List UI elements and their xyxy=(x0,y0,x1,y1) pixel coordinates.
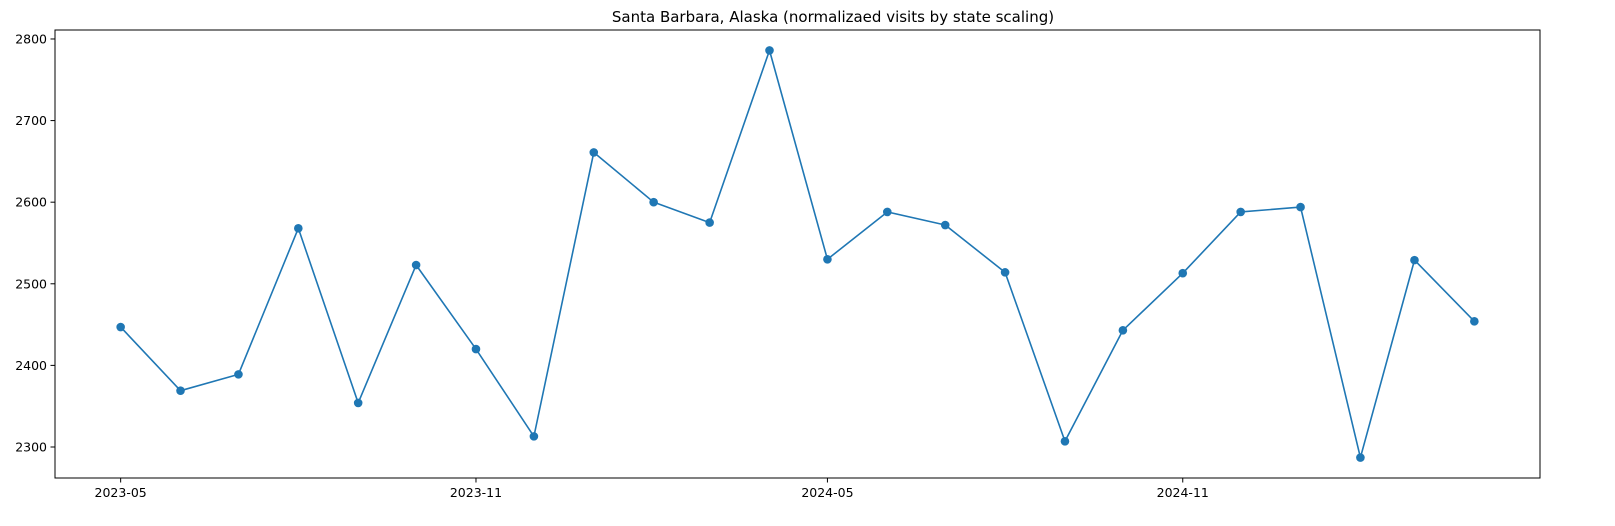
data-point xyxy=(1296,202,1305,212)
data-point xyxy=(649,197,658,207)
data-point xyxy=(353,398,363,408)
y-tick-label: 2500 xyxy=(15,276,47,291)
data-point xyxy=(234,370,243,379)
data-point xyxy=(411,260,421,270)
data-point xyxy=(1118,325,1128,335)
data-point xyxy=(1470,317,1479,326)
x-tick-label: 2024-11 xyxy=(1157,485,1209,500)
data-point xyxy=(589,148,599,157)
data-point xyxy=(116,322,125,332)
y-tick-label: 2300 xyxy=(15,439,47,454)
x-tick-label: 2024-05 xyxy=(801,485,853,500)
data-point xyxy=(705,218,714,227)
series-line xyxy=(120,49,1475,459)
y-tick-label: 2600 xyxy=(15,195,47,210)
y-tick-label: 2400 xyxy=(15,358,47,373)
chart-title: Santa Barbara, Alaska (normalizaed visit… xyxy=(612,8,1054,26)
data-point xyxy=(1356,453,1365,462)
data-point xyxy=(176,386,185,395)
data-point xyxy=(529,432,539,441)
data-point xyxy=(1410,255,1419,265)
data-point xyxy=(765,46,774,55)
x-tick-label: 2023-05 xyxy=(95,485,147,500)
data-point xyxy=(1236,207,1245,217)
plot-area: 2300 2400 2500 2600 2700 2800 2023-05 2023-11 20… xyxy=(15,29,1541,500)
data-point xyxy=(471,344,481,354)
x-tick-label: 2023-11 xyxy=(450,485,502,500)
y-tick-label: 2800 xyxy=(15,31,47,46)
data-point xyxy=(1000,268,1010,277)
data-point xyxy=(940,220,950,230)
data-point xyxy=(823,255,832,264)
data-point xyxy=(882,207,892,217)
data-point xyxy=(294,223,303,233)
axes-frame xyxy=(54,29,1541,479)
y-tick-label: 2700 xyxy=(15,113,47,128)
data-point xyxy=(1060,436,1070,446)
data-point xyxy=(1178,268,1188,278)
